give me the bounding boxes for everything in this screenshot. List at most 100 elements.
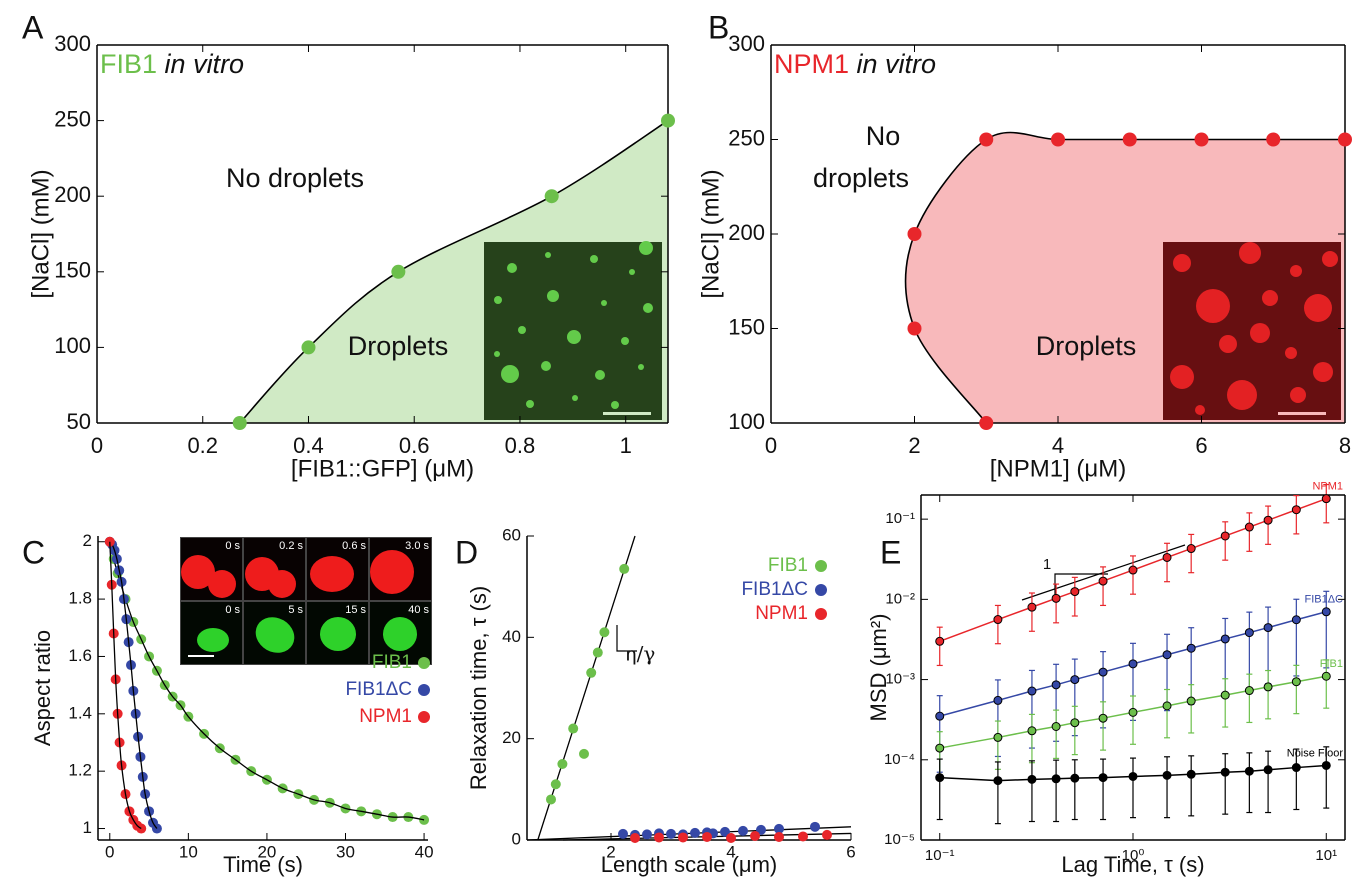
panel-letter: D: [455, 534, 478, 570]
data-point: [1221, 768, 1229, 776]
fit-line: [538, 536, 635, 840]
data-point: [994, 733, 1002, 741]
x-axis-title: Time (s): [223, 852, 303, 877]
data-point: [1123, 133, 1137, 147]
annotation: 1: [1043, 556, 1051, 573]
data-point: [1322, 672, 1330, 680]
data-point: [822, 830, 832, 840]
y-tick-label: 1.6: [68, 646, 92, 665]
x-tick-label: 0.4: [293, 433, 324, 458]
data-point: [994, 777, 1002, 785]
data-point: [618, 829, 628, 839]
data-point: [1028, 727, 1036, 735]
data-point: [798, 831, 808, 841]
data-point: [1245, 767, 1253, 775]
data-point: [738, 826, 748, 836]
data-point: [1264, 624, 1272, 632]
annotation: η/γ: [625, 642, 656, 666]
data-point: [1187, 770, 1195, 778]
x-axis-title: Length scale (μm): [601, 852, 778, 877]
panel-letter: E: [880, 534, 901, 570]
y-tick-label: 200: [54, 182, 91, 207]
data-point: [301, 340, 315, 354]
data-point: [726, 833, 736, 843]
inset-label: 15 s: [345, 604, 366, 616]
inset-label: 0.6 s: [342, 540, 366, 552]
legend-marker: [418, 657, 430, 669]
x-axis-title: [NPM1] (μM): [990, 455, 1127, 482]
y-tick-label: 200: [728, 220, 765, 245]
inset-label: 0 s: [225, 604, 240, 616]
data-point: [1264, 516, 1272, 524]
data-point: [1071, 719, 1079, 727]
data-point: [1245, 629, 1253, 637]
data-point: [546, 794, 556, 804]
inset-label: 0.2 s: [279, 540, 303, 552]
legend-marker: [815, 608, 827, 620]
panel-e: E10⁻¹10⁰10¹10⁻⁵10⁻⁴10⁻³10⁻²10⁻¹Lag Time,…: [866, 481, 1345, 877]
y-tick-label: 1.4: [68, 703, 92, 722]
legend-label: FIB1: [768, 555, 808, 576]
data-point: [1292, 616, 1300, 624]
data-point: [391, 265, 405, 279]
data-point: [1071, 676, 1079, 684]
y-tick-label: 150: [728, 314, 765, 339]
x-tick-label: 6: [1195, 433, 1207, 458]
x-tick-label: 1: [620, 433, 632, 458]
y-tick-label: 250: [728, 125, 765, 150]
legend-label: NPM1: [359, 706, 412, 727]
y-axis-title: [NaCl] (mM): [27, 169, 54, 298]
x-tick-label: 8: [1339, 433, 1351, 458]
data-point: [1187, 644, 1195, 652]
legend-marker: [815, 560, 827, 572]
series-label: NPM1: [1312, 481, 1343, 493]
inset-label: 0 s: [225, 540, 240, 552]
x-tick-label: 10⁻¹: [925, 847, 955, 864]
heading-protein: FIB1: [100, 49, 157, 79]
heading-condition: in vitro: [165, 49, 245, 79]
x-tick-label: 6: [846, 842, 855, 861]
y-tick-label: 250: [54, 106, 91, 131]
series-label: FIB1ΔC: [1304, 594, 1343, 606]
data-point: [1052, 723, 1060, 731]
data-point: [1051, 133, 1065, 147]
data-point: [810, 822, 820, 832]
x-axis-title: Lag Time, τ (s): [1061, 852, 1204, 877]
inset-label: 3.0 s: [405, 540, 429, 552]
annotation: droplets: [813, 163, 909, 193]
heading-protein: NPM1: [774, 49, 849, 79]
x-axis-title: [FIB1::GFP] (μM): [291, 455, 474, 482]
data-point: [1292, 506, 1300, 514]
data-point: [1221, 691, 1229, 699]
data-point: [1264, 766, 1272, 774]
data-point: [1052, 594, 1060, 602]
data-point: [568, 724, 578, 734]
data-point: [1163, 771, 1171, 779]
data-point: [666, 829, 676, 839]
data-point: [1322, 761, 1330, 769]
data-point: [908, 322, 922, 336]
y-tick-label: 1.8: [68, 589, 92, 608]
x-tick-label: 40: [415, 842, 434, 861]
inset-label: 40 s: [408, 604, 429, 616]
legend-label: FIB1ΔC: [345, 679, 412, 700]
y-tick-label: 300: [54, 31, 91, 56]
data-point: [1099, 774, 1107, 782]
series-label: Noise Floor: [1287, 747, 1344, 759]
data-point: [642, 829, 652, 839]
panel-letter: C: [22, 534, 45, 570]
y-axis-title: Relaxation time, τ (s): [466, 586, 491, 790]
figure: A00.20.40.60.8150100150200250300[FIB1::G…: [0, 0, 1352, 879]
data-point: [979, 133, 993, 147]
data-point: [557, 759, 567, 769]
legend-label: FIB1ΔC: [741, 579, 808, 600]
x-tick-label: 0.2: [187, 433, 218, 458]
data-point: [1129, 566, 1137, 574]
data-point: [1028, 603, 1036, 611]
data-point: [750, 831, 760, 841]
data-point: [1292, 678, 1300, 686]
y-tick-label: 100: [728, 409, 765, 434]
data-point: [1187, 545, 1195, 553]
y-tick-label: 60: [502, 525, 521, 544]
data-point: [545, 189, 559, 203]
